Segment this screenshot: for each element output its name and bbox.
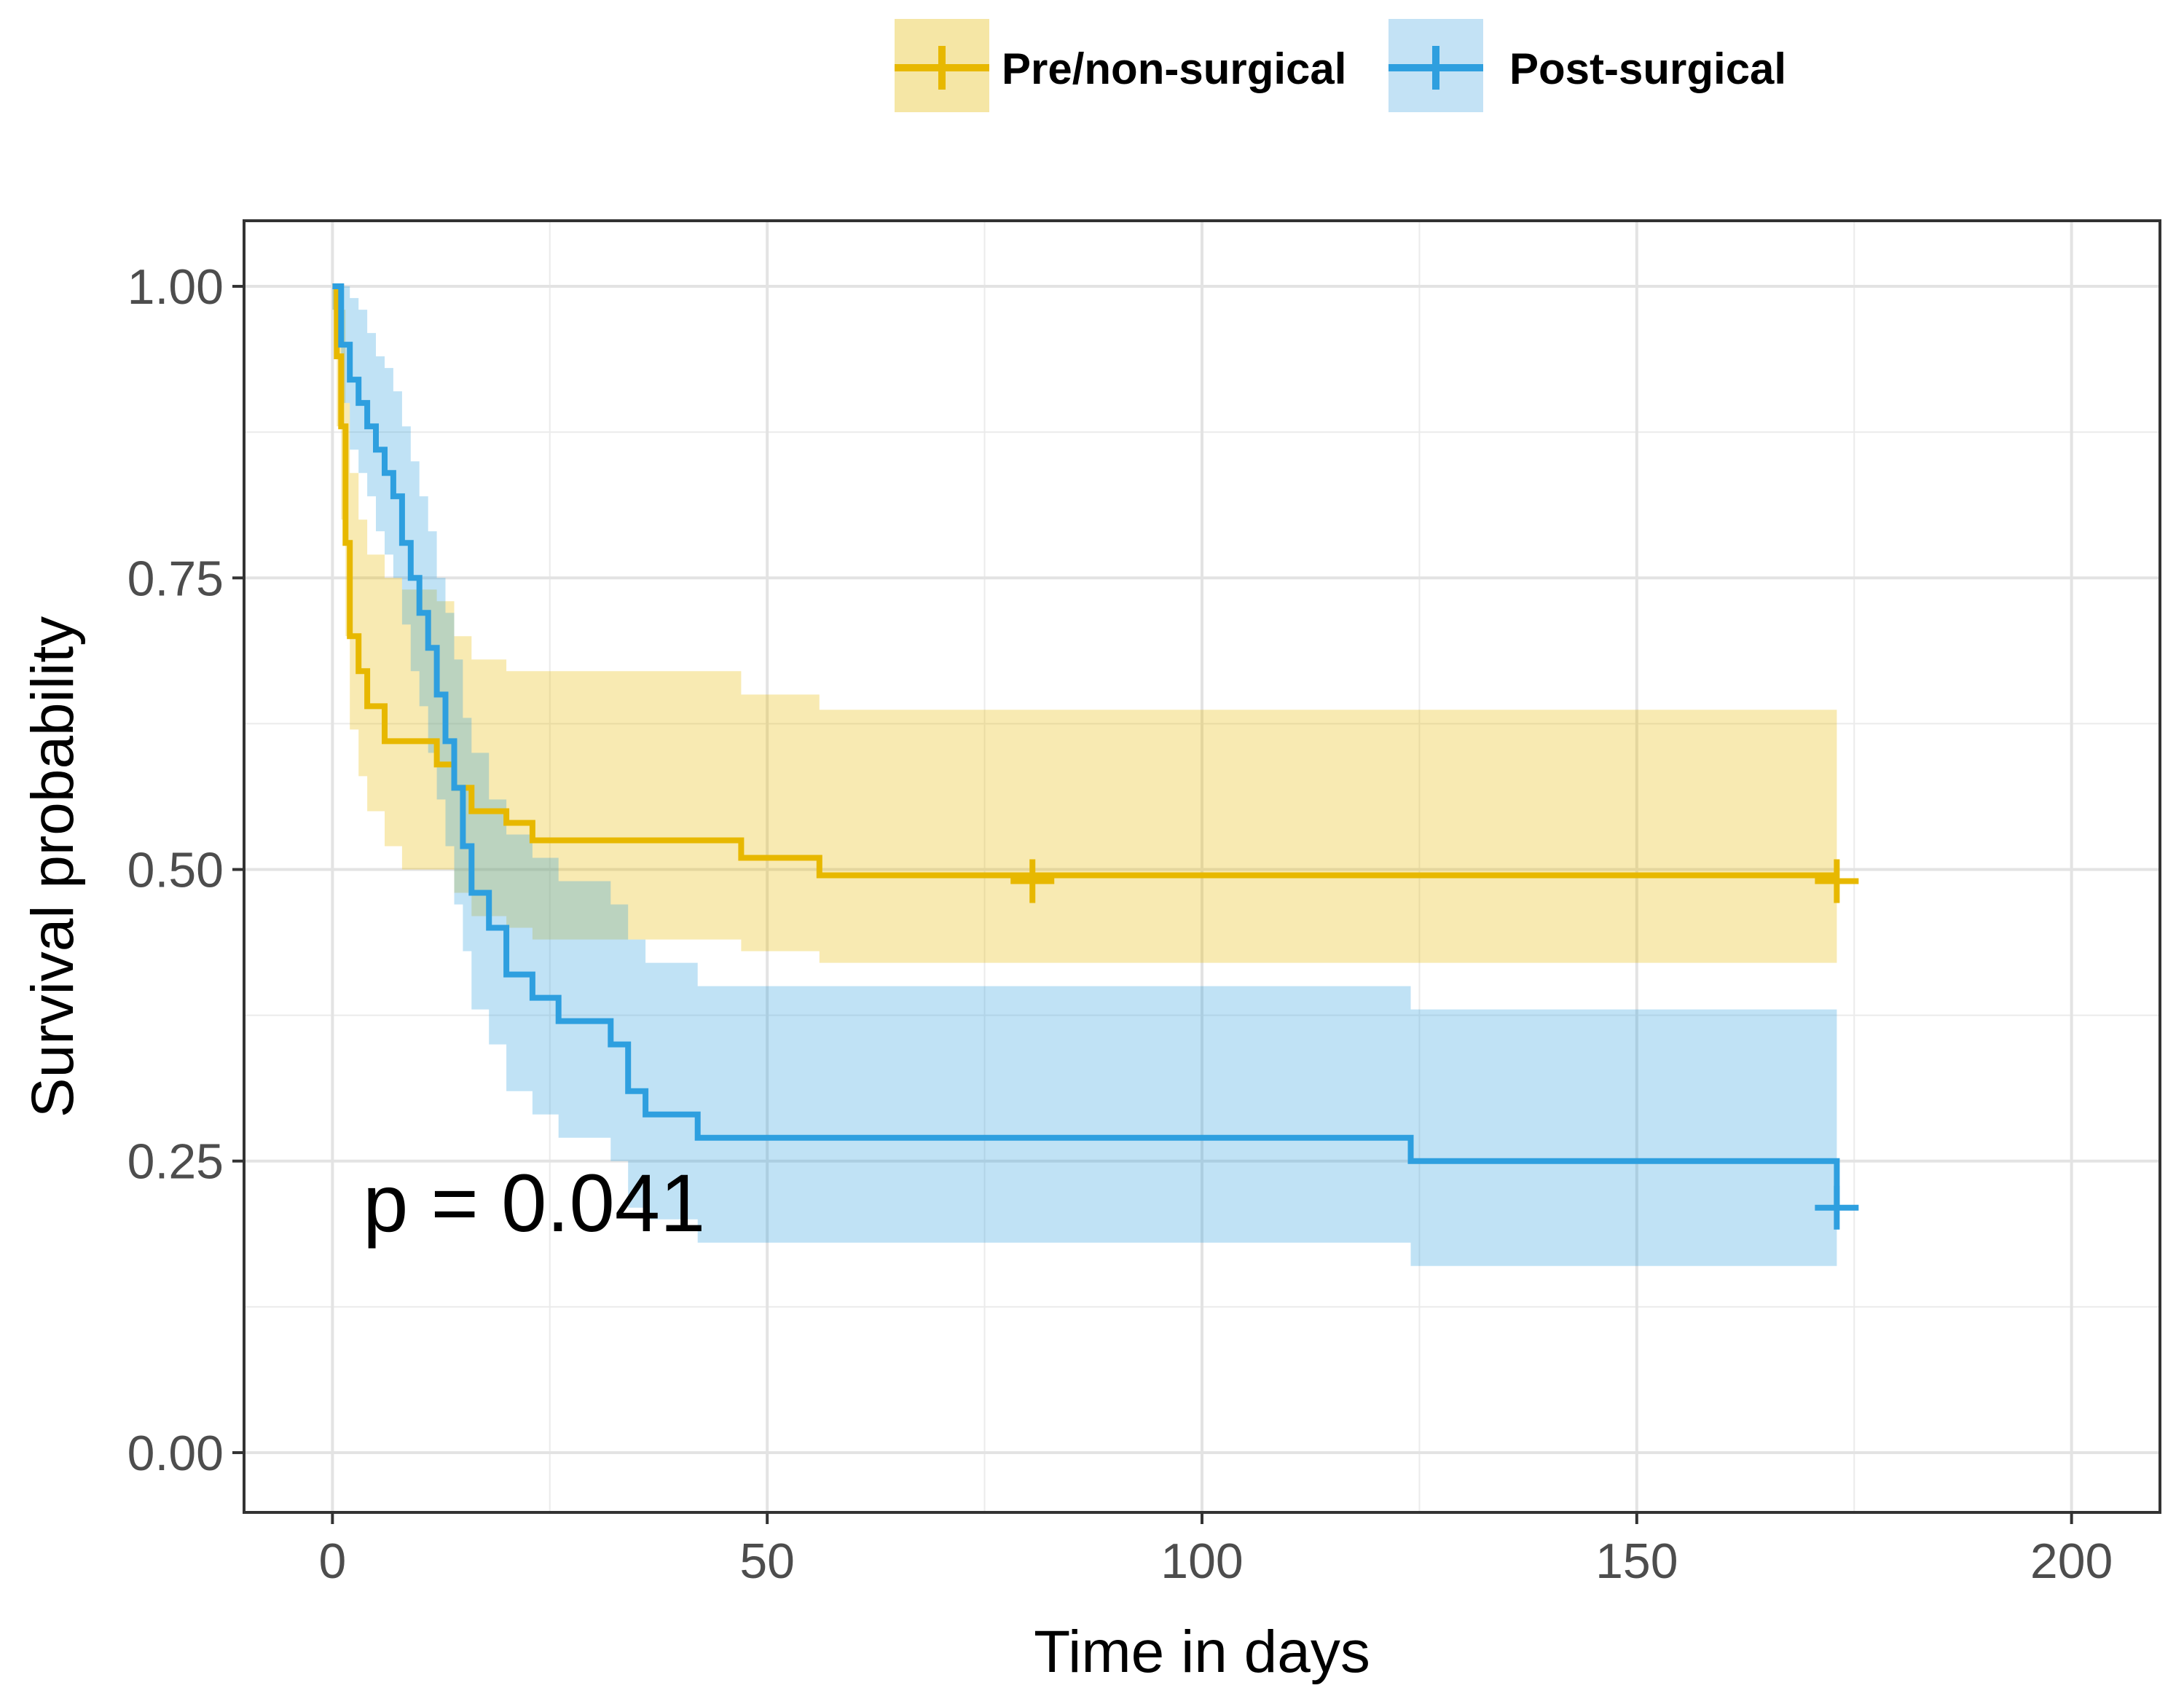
censor-mark-pre (1815, 859, 1859, 903)
grid (245, 222, 2159, 1511)
x-tick-label: 100 (1160, 1534, 1243, 1589)
legend: Pre/non-surgical Post-surgical (895, 19, 1786, 112)
x-tick-label: 50 (739, 1534, 795, 1589)
y-tick-label: 1.00 (127, 259, 224, 315)
y-tick-label: 0.25 (127, 1134, 224, 1190)
x-tick-label: 200 (2030, 1534, 2113, 1589)
legend-label-post: Post-surgical (1509, 44, 1786, 93)
x-tick-label: 0 (318, 1534, 346, 1589)
confidence-bands (332, 286, 1837, 1266)
censor-mark-pre (1010, 859, 1055, 903)
survival-curves (332, 283, 1840, 1208)
survival-curve-pre (332, 283, 1837, 879)
y-tick-label: 0.50 (127, 843, 224, 898)
x-axis-title: Time in days (1034, 1619, 1370, 1685)
x-tick-label: 150 (1595, 1534, 1678, 1589)
survival-curve-post (332, 283, 1840, 1208)
confidence-band-pre (332, 286, 1837, 981)
y-tick-label: 0.75 (127, 551, 224, 606)
censor-marks (1010, 859, 1859, 1230)
legend-label-pre: Pre/non-surgical (1002, 44, 1346, 93)
censor-mark-post (1815, 1185, 1859, 1230)
y-axis-title: Survival probability (20, 616, 86, 1118)
axis-ticks: 0 50 100 150 200 0.00 0.25 0.50 0.75 1.00 (127, 259, 2113, 1589)
confidence-band-post (332, 286, 1837, 1266)
p-value-annotation: p = 0.041 (363, 1158, 705, 1249)
y-tick-label: 0.00 (127, 1426, 224, 1481)
